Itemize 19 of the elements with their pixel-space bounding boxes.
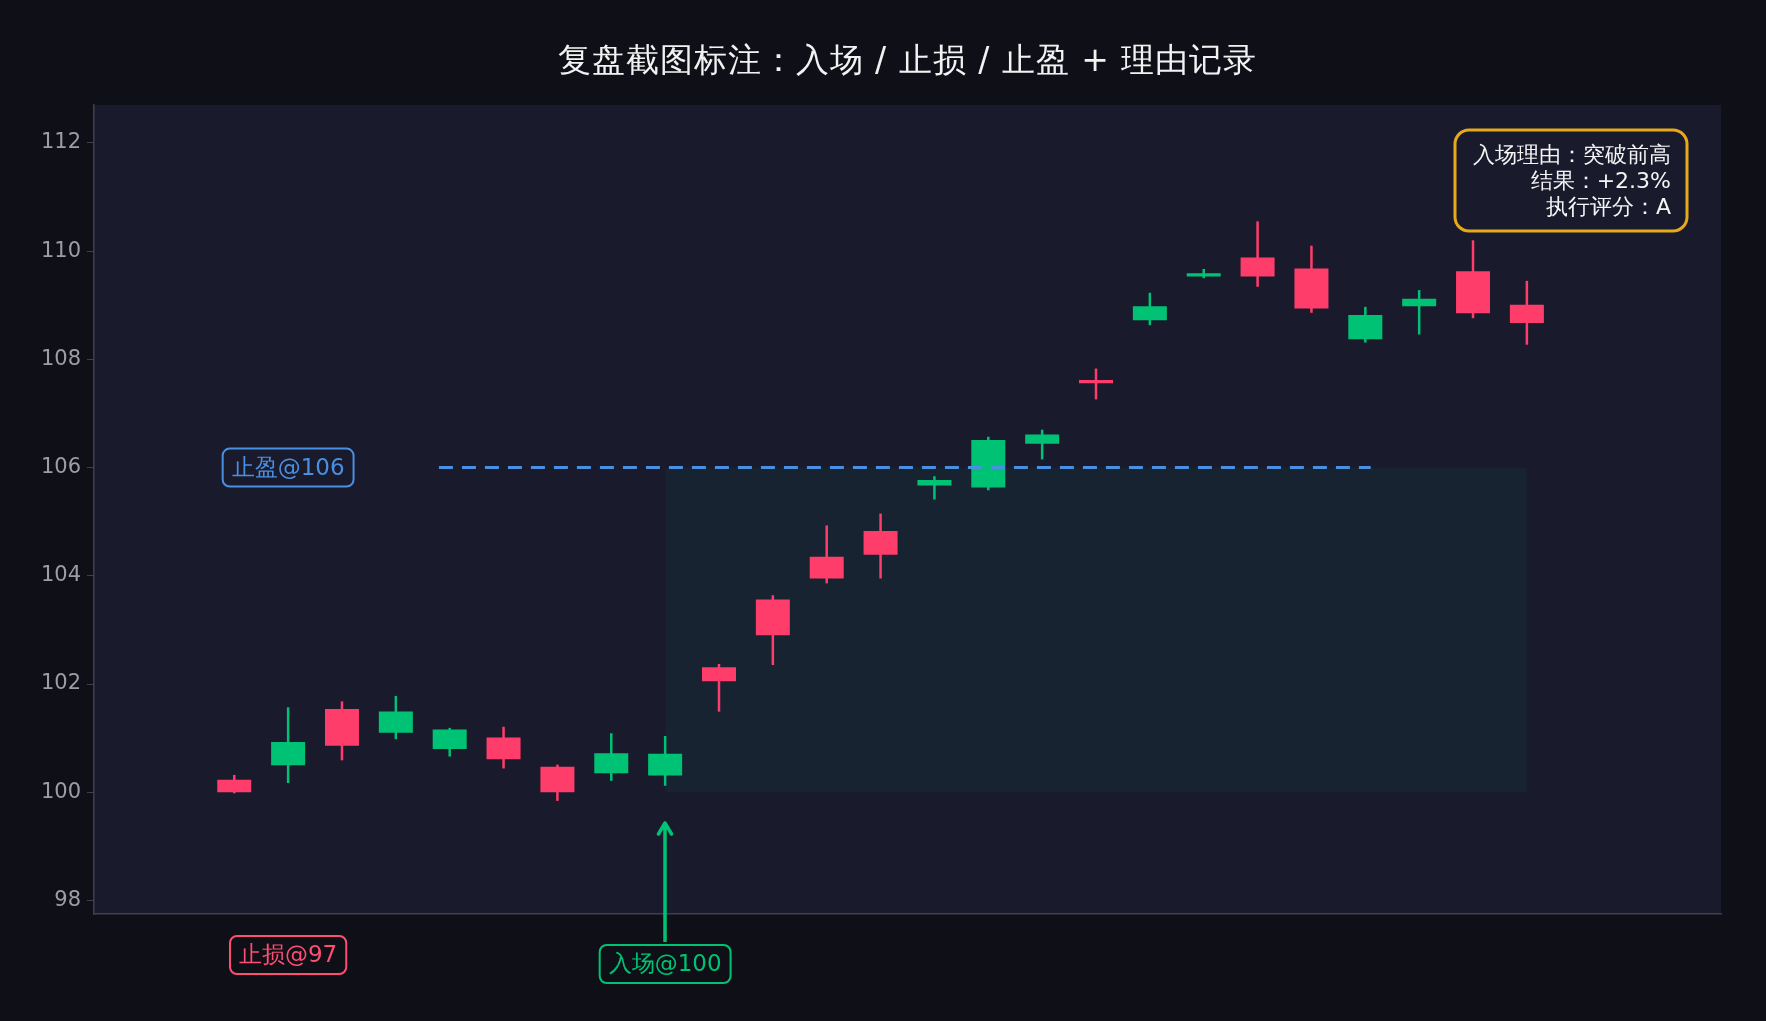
candlestick [917,474,952,501]
chart-title: 复盘截图标注：入场 / 止损 / 止盈 + 理由记录 [557,39,1258,79]
y-tick-label: 104 [40,562,81,587]
text: 止损@97 [238,940,338,967]
y-tick-label: 106 [40,454,81,479]
y-tick-label: 108 [40,345,81,370]
annotation: 执行评分：A [1545,193,1671,219]
y-tick-label: 112 [40,129,81,154]
annotation: 结果：+2.3% [1530,167,1671,193]
annotation: 入场理由：突破前高 [1473,141,1671,167]
y-tick-label: 102 [40,670,81,695]
ref-line-label: 止盈@106 [231,453,345,480]
candlestick [1025,428,1060,461]
y-tick-label: 110 [40,237,81,262]
candlestick [1079,367,1114,401]
y-tick-label: 100 [40,778,81,803]
candlestick [1402,288,1437,336]
text: 入场@100 [608,949,722,976]
y-tick-label: 98 [54,886,81,911]
